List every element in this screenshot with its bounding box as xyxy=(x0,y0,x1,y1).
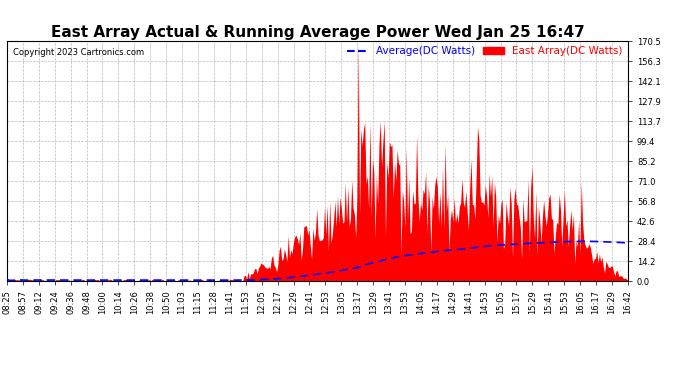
Text: Copyright 2023 Cartronics.com: Copyright 2023 Cartronics.com xyxy=(13,48,144,57)
Title: East Array Actual & Running Average Power Wed Jan 25 16:47: East Array Actual & Running Average Powe… xyxy=(50,25,584,40)
Legend: Average(DC Watts), East Array(DC Watts): Average(DC Watts), East Array(DC Watts) xyxy=(346,46,622,57)
